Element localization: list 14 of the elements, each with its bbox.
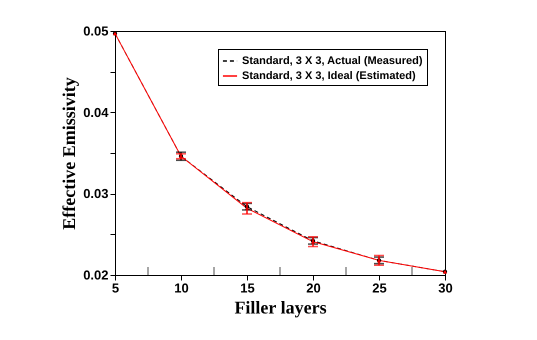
x-tick-label: 25 [372, 280, 387, 296]
y-tick-label: 0.03 [83, 186, 108, 202]
y-tick-label: 0.05 [83, 24, 108, 38]
x-tick-label: 10 [174, 280, 189, 296]
legend-label: Standard, 3 X 3, Actual (Measured) [242, 55, 423, 67]
x-tick-label: 15 [240, 280, 255, 296]
x-tick-label: 20 [306, 280, 321, 296]
y-axis-title: Effective Emissivity [59, 77, 80, 230]
legend-label: Standard, 3 X 3, Ideal (Estimated) [242, 70, 416, 82]
x-tick-label: 5 [112, 280, 120, 296]
y-tick-label: 0.04 [83, 104, 110, 120]
y-tick-label: 0.02 [83, 268, 108, 282]
x-axis-title: Filler layers [234, 298, 327, 318]
x-tick-label: 30 [438, 280, 453, 296]
